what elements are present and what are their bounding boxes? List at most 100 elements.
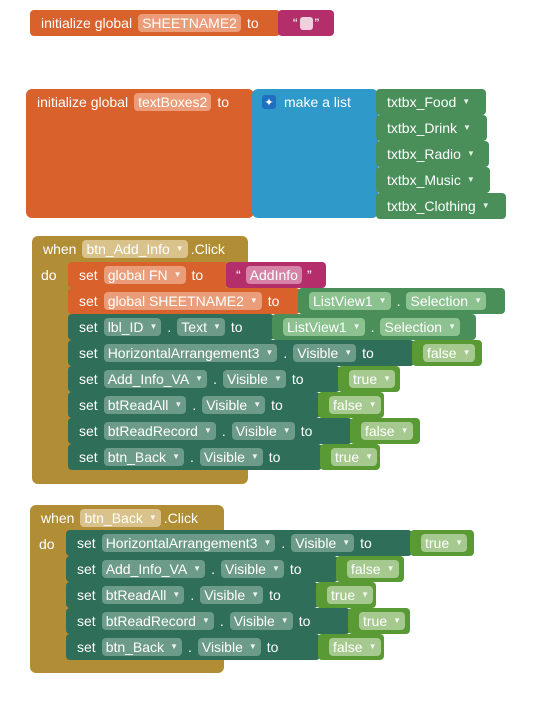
set-global-fn-block[interactable]: set global FN ▼ to [68,262,228,288]
boolean-block[interactable]: false ▼ [318,634,384,660]
component-chip[interactable]: HorizontalArrangement3 ▼ [103,344,278,362]
property-chip[interactable]: Visible ▼ [229,612,293,630]
dropdown-arrow-icon: ▼ [172,452,180,461]
list-item[interactable]: txtbx_Music ▼ [376,167,490,193]
property-chip[interactable]: Visible ▼ [291,534,355,552]
property-chip[interactable]: Visible ▼ [197,638,261,656]
init-keyword: initialize global [41,15,133,31]
make-a-list-block[interactable] [252,89,378,218]
component-chip[interactable]: btn_Back ▼ [103,448,184,466]
do-keyword: do [39,536,55,552]
component-chip[interactable]: btReadRecord ▼ [101,612,214,630]
boolean-chip[interactable]: false ▼ [361,422,413,440]
empty-string-block[interactable]: “ ” [278,10,334,36]
set-global-sheetname2-block[interactable]: set global SHEETNAME2 ▼ to [68,288,300,314]
component-chip[interactable]: btReadAll ▼ [101,586,185,604]
component-chip[interactable]: HorizontalArrangement3 ▼ [101,534,276,552]
dropdown-arrow-icon: ▼ [212,322,221,331]
dropdown-arrow-icon: ▼ [271,564,280,573]
property-chip[interactable]: Visible ▼ [222,370,286,388]
boolean-chip[interactable]: true ▼ [327,586,374,604]
string-block[interactable]: “ AddInfo ” [226,262,326,288]
boolean-chip[interactable]: true ▼ [331,448,378,466]
component-chip[interactable]: txtbx_Music ▼ [387,172,475,188]
to-keyword: to [266,639,279,655]
component-chip[interactable]: btReadRecord ▼ [103,422,216,440]
boolean-chip[interactable]: false ▼ [423,344,475,362]
dropdown-arrow-icon: ▼ [462,348,471,357]
dropdown-arrow-icon: ▼ [344,348,353,357]
boolean-block[interactable]: true ▼ [316,582,376,608]
var-name-field[interactable]: textBoxes2 [134,93,212,111]
global-var-chip[interactable]: global FN ▼ [103,266,186,284]
component-chip[interactable]: txtbx_Food ▼ [387,94,471,110]
boolean-block[interactable]: true ▼ [320,444,380,470]
component-chip[interactable]: txtbx_Clothing ▼ [387,198,490,214]
global-var-chip[interactable]: global SHEETNAME2 ▼ [103,292,262,310]
property-chip[interactable]: Selection ▼ [380,318,460,336]
property-chip[interactable]: Visible ▼ [220,560,284,578]
component-chip[interactable]: btn_Add_Info ▼ [82,240,188,258]
dropdown-arrow-icon: ▼ [342,538,351,547]
set-property-block[interactable]: set Add_Info_VA ▼ . Visible ▼ to [66,556,338,582]
boolean-block[interactable]: false ▼ [350,418,420,444]
property-chip[interactable]: Visible ▼ [202,396,266,414]
component-chip[interactable]: btReadAll ▼ [103,396,187,414]
set-property-block[interactable]: set btReadRecord ▼ . Visible ▼ to [68,418,352,444]
set-property-block[interactable]: set HorizontalArrangement3 ▼ . Visible ▼ t… [68,340,414,366]
list-item[interactable]: txtbx_Radio ▼ [376,141,489,167]
list-item[interactable]: txtbx_Food ▼ [376,89,486,115]
dropdown-arrow-icon: ▼ [282,426,291,435]
set-property-block[interactable]: set HorizontalArrangement3 ▼ . Visible ▼ t… [66,530,412,556]
property-chip[interactable]: Text ▼ [177,318,225,336]
component-chip[interactable]: Add_Info_VA ▼ [103,370,208,388]
property-chip[interactable]: Visible ▼ [200,586,264,604]
set-property-block[interactable]: set btn_Back ▼ . Visible ▼ to [66,634,320,660]
component-chip[interactable]: btn_Back ▼ [80,509,161,527]
boolean-block[interactable]: true ▼ [410,530,474,556]
set-property-block[interactable]: set Add_Info_VA ▼ . Visible ▼ to [68,366,340,392]
list-item[interactable]: txtbx_Drink ▼ [376,115,487,141]
to-keyword: to [267,293,280,309]
boolean-chip[interactable]: false ▼ [329,638,381,656]
getter-block[interactable]: ListView1 ▼ . Selection ▼ [272,314,476,340]
property-chip[interactable]: Visible ▼ [199,448,263,466]
getter-block[interactable]: ListView1 ▼ . Selection ▼ [298,288,505,314]
dropdown-arrow-icon: ▼ [249,296,258,305]
boolean-block[interactable]: true ▼ [338,366,400,392]
property-chip[interactable]: Visible ▼ [293,344,357,362]
component-chip[interactable]: ListView1 ▼ [309,292,391,310]
gear-icon[interactable]: ✦ [262,95,276,109]
property-chip[interactable]: Visible ▼ [231,422,295,440]
empty-string-field[interactable] [299,16,313,30]
dropdown-arrow-icon: ▼ [448,322,456,331]
component-chip[interactable]: txtbx_Drink ▼ [387,120,471,136]
component-chip[interactable]: Add_Info_VA ▼ [101,560,206,578]
set-property-block[interactable]: set lbl_ID ▼ . Text ▼ to [68,314,274,340]
set-keyword: set [79,397,98,413]
component-chip[interactable]: ListView1 ▼ [283,318,365,336]
to-keyword: to [269,587,281,603]
boolean-block[interactable]: false ▼ [412,340,482,366]
boolean-chip[interactable]: true ▼ [359,612,406,630]
component-chip[interactable]: lbl_ID ▼ [103,318,162,336]
set-property-block[interactable]: set btReadRecord ▼ . Visible ▼ to [66,608,350,634]
set-property-block[interactable]: set btn_Back ▼ . Visible ▼ to [68,444,322,470]
boolean-block[interactable]: true ▼ [348,608,410,634]
init-sheetname2-block[interactable]: initialize global SHEETNAME2 to [30,10,280,36]
boolean-block[interactable]: false ▼ [318,392,384,418]
string-field[interactable]: AddInfo [245,266,302,284]
boolean-chip[interactable]: true ▼ [349,370,396,388]
boolean-block[interactable]: false ▼ [336,556,404,582]
set-property-block[interactable]: set btReadAll ▼ . Visible ▼ to [68,392,320,418]
list-item[interactable]: txtbx_Clothing ▼ [376,193,506,219]
boolean-chip[interactable]: false ▼ [329,396,381,414]
component-chip[interactable]: txtbx_Radio ▼ [387,146,475,162]
property-chip[interactable]: Selection ▼ [406,292,486,310]
dropdown-arrow-icon: ▼ [383,374,392,383]
component-chip[interactable]: btn_Back ▼ [101,638,182,656]
var-name-field[interactable]: SHEETNAME2 [138,14,241,32]
set-property-block[interactable]: set btReadAll ▼ . Visible ▼ to [66,582,318,608]
boolean-chip[interactable]: true ▼ [421,534,468,552]
boolean-chip[interactable]: false ▼ [347,560,399,578]
